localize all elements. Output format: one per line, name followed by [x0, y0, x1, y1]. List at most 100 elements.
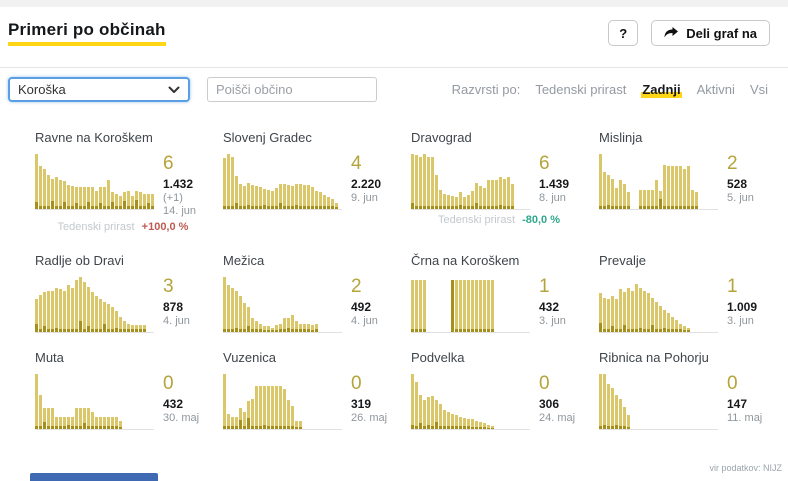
- total-cases: 1.432: [163, 177, 194, 191]
- card-stats: 0 432 30. maj: [163, 374, 203, 430]
- municipality-cards-grid: Ravne na Koroškem 6 1.432 (+1) 14. jun T…: [35, 130, 787, 430]
- municipality-name: Mislinja: [599, 130, 643, 145]
- cases-bar-chart: [35, 374, 154, 430]
- last-case-date: 9. jun: [351, 192, 378, 204]
- municipality-name: Ribnica na Pohorju: [599, 350, 709, 365]
- cases-bar-chart: [223, 154, 342, 210]
- last-count: 0: [539, 373, 550, 394]
- header: Primeri po občinah ? Deli graf na: [8, 20, 770, 46]
- last-count: 0: [727, 373, 738, 394]
- last-case-date: 8. jun: [539, 192, 566, 204]
- last-count: 6: [539, 153, 550, 174]
- municipality-card-prevalje[interactable]: Prevalje 1 1.009 3. jun: [599, 253, 767, 333]
- municipality-card-ravne-na-koro-kem[interactable]: Ravne na Koroškem 6 1.432 (+1) 14. jun T…: [35, 130, 203, 236]
- municipality-card-rna-na-koro-kem[interactable]: Črna na Koroškem 1 432 3. jun: [411, 253, 579, 333]
- card-stats: 0 147 11. maj: [727, 374, 767, 430]
- municipality-card-me-ica[interactable]: Mežica 2 492 4. jun: [223, 253, 391, 333]
- last-case-date: 5. jun: [727, 192, 754, 204]
- card-stats: 4 2.220 9. jun: [351, 154, 391, 210]
- new-cases-delta: (+1): [163, 192, 183, 204]
- cases-bar-chart: [411, 374, 530, 430]
- last-case-date: 4. jun: [351, 315, 378, 327]
- last-count: 1: [539, 276, 550, 297]
- municipality-name: Ravne na Koroškem: [35, 130, 153, 145]
- cases-bar-chart: [223, 277, 342, 333]
- cases-bar-chart: [35, 154, 154, 210]
- help-button[interactable]: ?: [608, 20, 639, 46]
- municipality-card-radlje-ob-dravi[interactable]: Radlje ob Dravi 3 878 4. jun: [35, 253, 203, 333]
- header-divider: [0, 67, 788, 68]
- sort-option-vsi[interactable]: Vsi: [749, 81, 768, 97]
- card-stats: 2 528 5. jun: [727, 154, 767, 210]
- municipality-name: Mežica: [223, 253, 265, 268]
- cases-bar-chart: [411, 277, 530, 333]
- total-cases: 878: [163, 300, 184, 314]
- weekly-growth-value: +100,0 %: [141, 221, 189, 233]
- municipality-card-vuzenica[interactable]: Vuzenica 0 319 26. maj: [223, 350, 391, 430]
- cases-bar-chart: [223, 374, 342, 430]
- card-stats: 3 878 4. jun: [163, 277, 203, 333]
- last-case-date: 11. maj: [727, 412, 763, 424]
- sort-option-aktivni[interactable]: Aktivni: [696, 81, 735, 97]
- card-stats: 2 492 4. jun: [351, 277, 391, 333]
- last-count: 2: [351, 276, 362, 297]
- card-stats: 1 432 3. jun: [539, 277, 579, 333]
- total-cases: 432: [539, 300, 560, 314]
- region-select-value: Koroška: [18, 82, 66, 97]
- sort-option-zadnji[interactable]: Zadnji: [641, 81, 682, 98]
- last-count: 1: [727, 276, 738, 297]
- card-stats: 6 1.439 8. jun: [539, 154, 579, 210]
- last-case-date: 30. maj: [163, 412, 200, 424]
- weekly-growth-value: -80,0 %: [522, 214, 561, 226]
- total-cases: 319: [351, 397, 372, 411]
- municipality-name: Slovenj Gradec: [223, 130, 312, 145]
- municipality-name: Dravograd: [411, 130, 472, 145]
- municipality-card-muta[interactable]: Muta 0 432 30. maj: [35, 350, 203, 430]
- last-count: 0: [163, 373, 174, 394]
- municipality-card-dravograd[interactable]: Dravograd 6 1.439 8. jun Tedenski priras…: [411, 130, 579, 236]
- cases-bar-chart: [599, 374, 718, 430]
- sort-by-label: Razvrsti po:: [451, 82, 521, 97]
- last-count: 0: [351, 373, 362, 394]
- municipality-name: Vuzenica: [223, 350, 276, 365]
- share-button[interactable]: Deli graf na: [651, 20, 770, 46]
- region-select[interactable]: Koroška: [8, 77, 190, 102]
- total-cases: 1.439: [539, 177, 570, 191]
- weekly-growth: Tedenski prirast -80,0 %: [411, 214, 579, 229]
- municipality-search-input[interactable]: [207, 77, 377, 102]
- card-stats: 0 306 24. maj: [539, 374, 579, 430]
- municipality-card-podvelka[interactable]: Podvelka 0 306 24. maj: [411, 350, 579, 430]
- total-cases: 492: [351, 300, 372, 314]
- card-stats: 0 319 26. maj: [351, 374, 391, 430]
- last-count: 2: [727, 153, 738, 174]
- municipality-name: Prevalje: [599, 253, 646, 268]
- weekly-growth-label: Tedenski prirast: [437, 214, 516, 226]
- municipality-name: Podvelka: [411, 350, 465, 365]
- chevron-down-icon: [168, 86, 180, 94]
- cases-bar-chart: [35, 277, 154, 333]
- card-stats: 1 1.009 3. jun: [727, 277, 767, 333]
- last-case-date: 3. jun: [539, 315, 566, 327]
- municipality-name: Črna na Koroškem: [411, 253, 520, 268]
- weekly-growth: Tedenski prirast +100,0 %: [35, 221, 203, 236]
- last-case-date: 14. jun: [163, 205, 197, 217]
- total-cases: 147: [727, 397, 748, 411]
- weekly-growth-label: Tedenski prirast: [57, 221, 135, 233]
- last-case-date: 24. maj: [539, 412, 576, 424]
- filter-bar: Koroška Razvrsti po: Tedenski prirast Zad…: [8, 77, 768, 102]
- sort-option-tedenski-prirast[interactable]: Tedenski prirast: [535, 81, 627, 97]
- total-cases: 528: [727, 177, 748, 191]
- last-count: 6: [163, 153, 174, 174]
- share-button-label: Deli graf na: [686, 25, 757, 41]
- last-case-date: 4. jun: [163, 315, 190, 327]
- municipality-card-mislinja[interactable]: Mislinja 2 528 5. jun: [599, 130, 767, 236]
- total-cases: 306: [539, 397, 560, 411]
- municipality-card-ribnica-na-pohorju[interactable]: Ribnica na Pohorju 0 147 11. maj: [599, 350, 767, 430]
- municipality-card-slovenj-gradec[interactable]: Slovenj Gradec 4 2.220 9. jun: [223, 130, 391, 236]
- last-case-date: 26. maj: [351, 412, 388, 424]
- footer-bar: [30, 473, 158, 481]
- total-cases: 2.220: [351, 177, 382, 191]
- share-icon: [664, 27, 679, 39]
- total-cases: 432: [163, 397, 184, 411]
